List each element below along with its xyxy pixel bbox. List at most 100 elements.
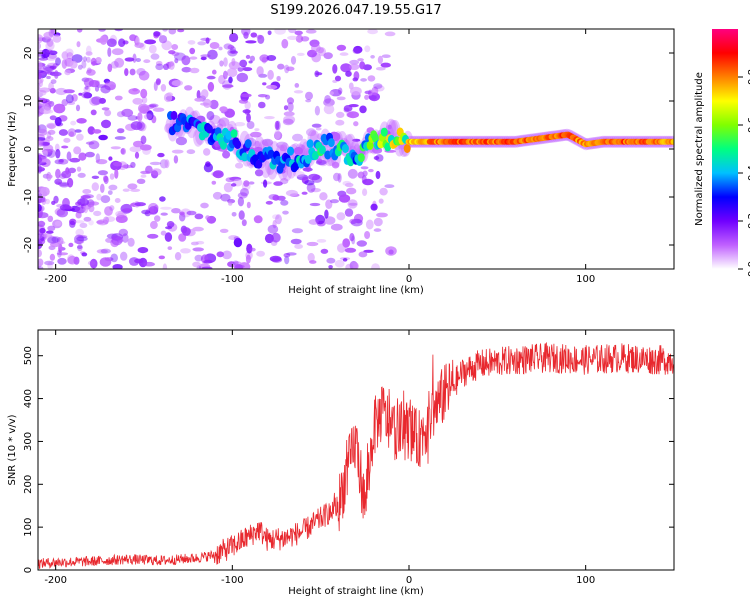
x-tick-label: 100 — [576, 274, 595, 285]
spectrogram-noise-blob — [245, 54, 251, 59]
spectrogram-noise-blob — [231, 212, 237, 217]
spectrogram-y-ticks: -20 -10 0 10 20 — [23, 47, 674, 253]
spectrogram-noise-blob — [46, 49, 54, 53]
spectrogram-noise-blob — [88, 140, 100, 150]
spectrogram-noise-blob — [358, 251, 368, 258]
spectrogram-noise-blob — [144, 39, 157, 45]
spectrogram-noise-blob — [267, 224, 279, 234]
spectrogram-noise-blob — [334, 75, 342, 82]
spectrogram-noise-blob — [38, 203, 42, 212]
spectrogram-noise-blob — [77, 172, 86, 178]
spectrogram-noise-blob — [226, 67, 238, 78]
spectrogram-noise-blob — [294, 30, 303, 36]
spectrogram-noise-blob — [350, 218, 363, 227]
spectrogram-noise-blob — [162, 29, 168, 32]
spectrogram-noise-blob — [158, 255, 165, 260]
spectrogram-noise-blob — [376, 212, 388, 218]
spectrogram-noise-blob — [200, 56, 207, 61]
spectrogram-noise-blob — [39, 79, 43, 87]
spectrogram-noise-blob — [316, 239, 327, 243]
spectrogram-noise-blob — [110, 61, 119, 69]
spectrogram-noise-blob — [50, 29, 57, 34]
spectrogram-noise-blob — [63, 137, 71, 143]
spectrogram-noise-blob — [109, 173, 115, 180]
spectrogram-ridge-halo — [282, 163, 293, 182]
spectrogram-noise-blob — [121, 164, 133, 169]
spectrogram-noise-blob — [38, 249, 42, 258]
spectrogram-noise-blob — [370, 55, 375, 59]
spectrogram-noise-blob — [39, 106, 51, 115]
spectrogram-ridge-point — [357, 153, 365, 163]
spectrogram-noise-blob — [69, 220, 76, 228]
x-tick-label: 0 — [406, 274, 412, 285]
spectrogram-noise-blob — [71, 54, 83, 63]
spectrogram-noise-blob — [370, 203, 378, 211]
spectrogram-noise-blob — [42, 233, 53, 238]
spectrogram-noise-blob — [320, 248, 329, 254]
spectrogram-noise-blob — [77, 235, 88, 239]
spectrogram-noise-blob — [83, 216, 92, 222]
spectrogram-noise-blob — [47, 225, 56, 231]
spectrogram-noise-blob — [38, 37, 46, 41]
spectrogram-noise-blob — [272, 220, 277, 229]
spectrogram-noise-blob — [81, 91, 90, 99]
spectrogram-noise-blob — [200, 54, 211, 58]
spectrogram-noise-blob — [182, 227, 191, 236]
spectrogram-noise-blob — [97, 170, 108, 176]
spectrogram-ridge-point — [670, 138, 674, 145]
spectrogram-noise-blob — [58, 241, 66, 245]
spectrogram-ridge-point — [255, 159, 263, 169]
spectrogram-noise-blob — [91, 96, 103, 105]
spectrogram-noise-blob — [111, 235, 123, 246]
spectrogram-noise-blob — [352, 47, 362, 55]
spectrogram-noise-blob — [171, 80, 183, 87]
spectrogram-noise-blob — [308, 219, 319, 225]
spectrogram-noise-blob — [136, 68, 146, 76]
colorbar-tick-label: 0.8 — [747, 69, 750, 85]
spectrogram-noise-blob — [186, 210, 197, 216]
spectrogram-noise-blob — [143, 113, 153, 120]
spectrogram-noise-blob — [51, 236, 61, 243]
spectrogram-noise-blob — [59, 173, 67, 179]
spectrogram-noise-blob — [293, 147, 304, 155]
spectrogram-noise-blob — [108, 156, 113, 161]
spectrogram-noise-blob — [205, 37, 210, 44]
spectrogram-noise-blob — [187, 40, 196, 45]
spectrogram-noise-blob — [343, 107, 350, 113]
spectrogram-noise-blob — [167, 246, 173, 251]
spectrogram-noise-blob — [47, 174, 53, 179]
spectrogram-noise-blob — [315, 214, 325, 225]
spectrogram-noise-blob — [68, 242, 74, 248]
spectrogram-noise-blob — [168, 29, 177, 35]
colorbar: 0.0 0.2 0.4 0.6 0.8 Normalized spectral ampl… — [694, 29, 750, 277]
spectrogram-noise-blob — [271, 232, 281, 243]
spectrogram-noise-blob — [350, 86, 362, 96]
spectrogram-noise-blob — [115, 215, 128, 223]
spectrogram-noise-blob — [248, 181, 255, 185]
spectrogram-noise-blob — [95, 159, 108, 165]
spectrogram-noise-blob — [356, 240, 367, 247]
spectrogram-noise-blob — [38, 266, 44, 269]
spectrogram-noise-blob — [82, 189, 92, 194]
spectrogram-noise-blob — [58, 158, 69, 165]
snr-y-ticks: 0 100 200 300 400 500 — [23, 346, 674, 573]
spectrogram-noise-blob — [114, 57, 125, 68]
spectrogram-noise-blob — [54, 178, 63, 185]
spectrogram-noise-blob — [81, 60, 87, 69]
spectrogram-noise-blob — [345, 263, 353, 269]
spectrogram-noise-blob — [69, 60, 78, 69]
spectrogram-noise-blob — [209, 42, 220, 49]
spectrogram-noise-blob — [46, 131, 52, 139]
spectrogram-noise-blob — [86, 56, 91, 63]
spectrogram-noise-blob — [151, 170, 159, 179]
spectrogram-noise-blob — [265, 200, 273, 205]
spectrogram-noise-blob — [324, 209, 329, 219]
spectrogram-noise-blob — [129, 146, 142, 153]
spectrogram-noise-blob — [345, 70, 352, 77]
spectrogram-noise-blob — [174, 58, 179, 64]
spectrogram-noise-blob — [130, 188, 141, 192]
spectrogram-ridge-point — [304, 154, 312, 164]
spectrogram-noise-blob — [85, 151, 95, 158]
spectrogram-noise-blob — [47, 236, 59, 244]
spectrogram-noise-blob — [344, 247, 357, 253]
